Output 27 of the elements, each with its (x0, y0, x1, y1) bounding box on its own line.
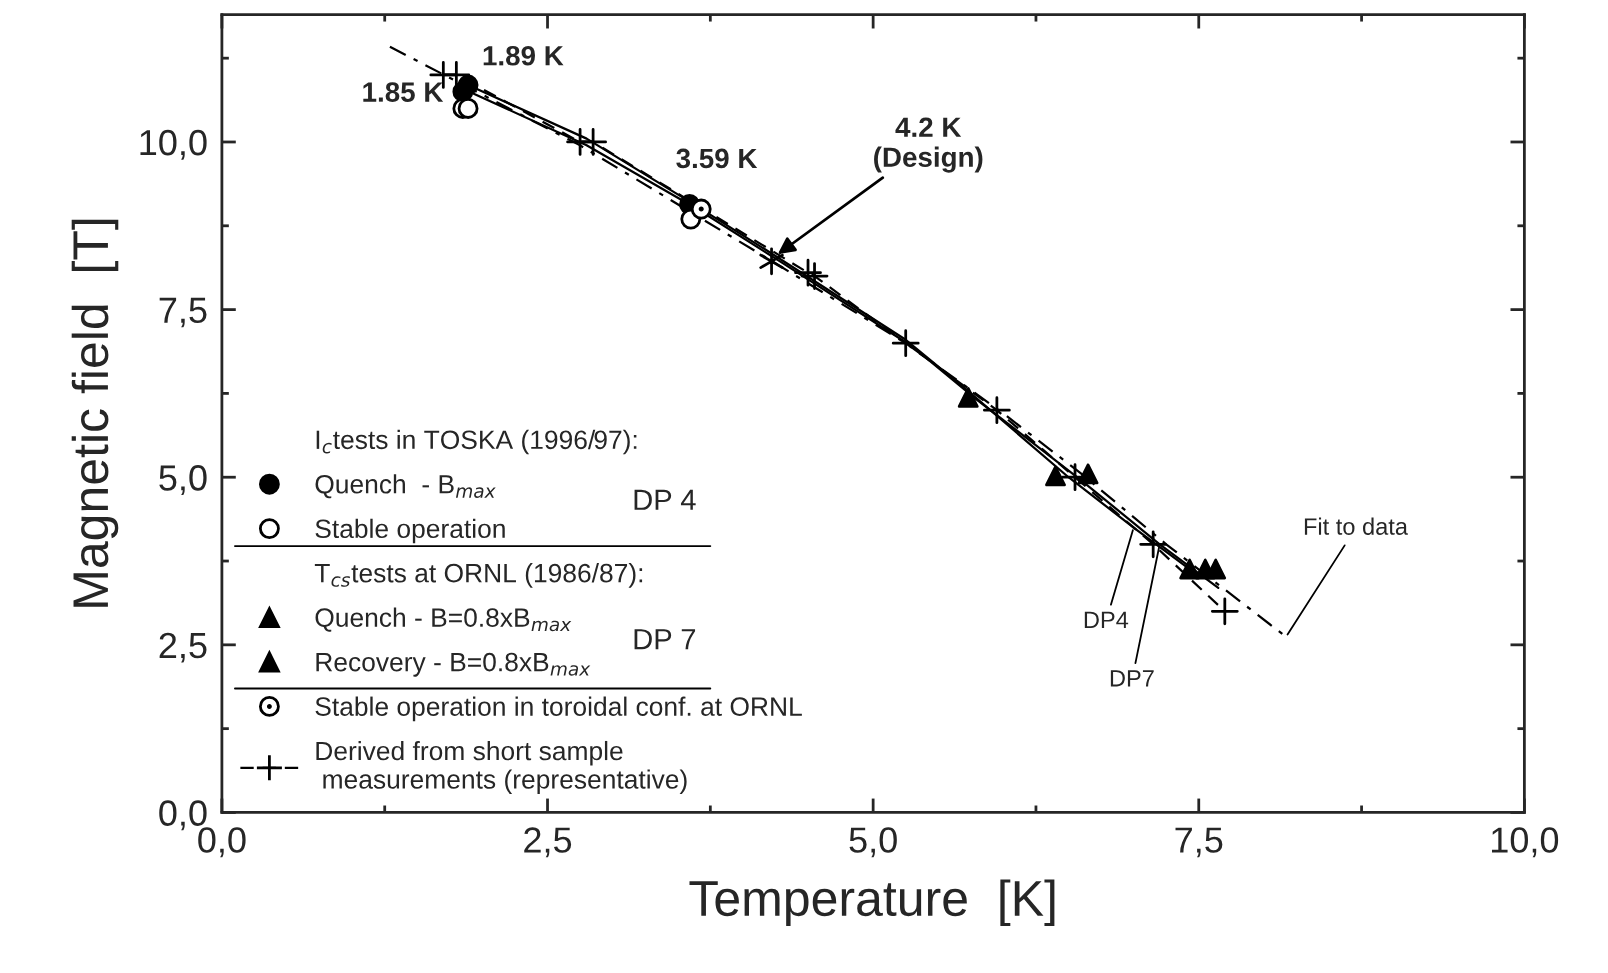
annotation: Fit to data (1304, 517, 1408, 535)
y-tick-label: 2,5 (159, 632, 207, 663)
legend-label: Stable operation in toroidal conf. at ORNL (315, 696, 802, 722)
legend-label: Recovery - B=0.8xB$_{max}$ (316, 652, 591, 677)
annotation: 1.85 K (363, 82, 444, 102)
legend-label: Stable operation (315, 518, 505, 544)
x-tick-label: 2,5 (524, 827, 572, 858)
legend-label: Quench - B$_{max}$ (315, 474, 496, 499)
x-tick-label: 10,0 (1492, 827, 1559, 858)
x-tick-label: 7,5 (1175, 827, 1223, 858)
annotation: 3.59 K (676, 148, 758, 169)
annotation: 4.2 K (Design) (874, 117, 983, 173)
y-tick-label: 5,0 (159, 465, 207, 495)
annotation: DP 7 (634, 629, 696, 650)
annotation: I$_{c}$tests in TOSKA (1996/97): (316, 429, 637, 455)
y-tick-label: 7,5 (159, 297, 207, 328)
annotation: DP 4 (634, 489, 696, 510)
legend-label: Quench - B=0.8xB$_{max}$ (315, 607, 572, 632)
x-axis-title: Temperature [K] (689, 879, 1055, 927)
annotation: 1.89 K (483, 45, 564, 66)
annotation: DP7 (1110, 670, 1154, 687)
annotation: T$_{cs}$tests at ORNL (1986/87): (314, 563, 643, 588)
annotation: DP4 (1084, 611, 1129, 628)
y-tick-label: 10,0 (140, 129, 207, 160)
x-tick-label: 5,0 (849, 827, 897, 858)
y-axis-title: Magnetic field [T] (71, 219, 119, 607)
legend-label: Derived from short sample measurements (representative) (316, 740, 687, 794)
